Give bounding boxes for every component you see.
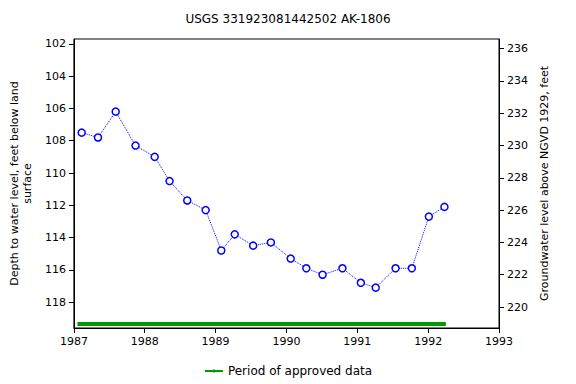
svg-text:234: 234	[507, 74, 528, 87]
svg-text:108: 108	[45, 134, 66, 147]
svg-text:236: 236	[507, 42, 528, 55]
svg-text:110: 110	[45, 167, 66, 180]
svg-text:220: 220	[507, 301, 528, 314]
svg-text:118: 118	[45, 296, 66, 309]
svg-text:1988: 1988	[131, 335, 159, 348]
svg-text:1989: 1989	[202, 335, 230, 348]
svg-text:112: 112	[45, 199, 66, 212]
svg-text:1990: 1990	[272, 335, 300, 348]
svg-text:226: 226	[507, 204, 528, 217]
svg-text:1991: 1991	[343, 335, 371, 348]
svg-text:102: 102	[45, 37, 66, 50]
svg-text:224: 224	[507, 236, 528, 249]
svg-text:Groundwater level above NGVD 1: Groundwater level above NGVD 1929, feet	[538, 65, 551, 301]
svg-text:232: 232	[507, 107, 528, 120]
svg-text:surface: surface	[21, 163, 34, 204]
svg-text:228: 228	[507, 171, 528, 184]
svg-text:Depth to water level, feet bel: Depth to water level, feet below land	[8, 81, 21, 286]
svg-text:230: 230	[507, 139, 528, 152]
svg-text:116: 116	[45, 263, 66, 276]
svg-text:1992: 1992	[414, 335, 442, 348]
svg-text:Period of approved data: Period of approved data	[228, 364, 372, 378]
svg-text:1993: 1993	[485, 335, 513, 348]
svg-text:222: 222	[507, 268, 528, 281]
svg-text:106: 106	[45, 102, 66, 115]
svg-text:1987: 1987	[60, 335, 88, 348]
svg-text:114: 114	[45, 231, 66, 244]
svg-text:USGS 331923081442502 AK-1806: USGS 331923081442502 AK-1806	[185, 12, 390, 26]
svg-text:104: 104	[45, 70, 66, 83]
